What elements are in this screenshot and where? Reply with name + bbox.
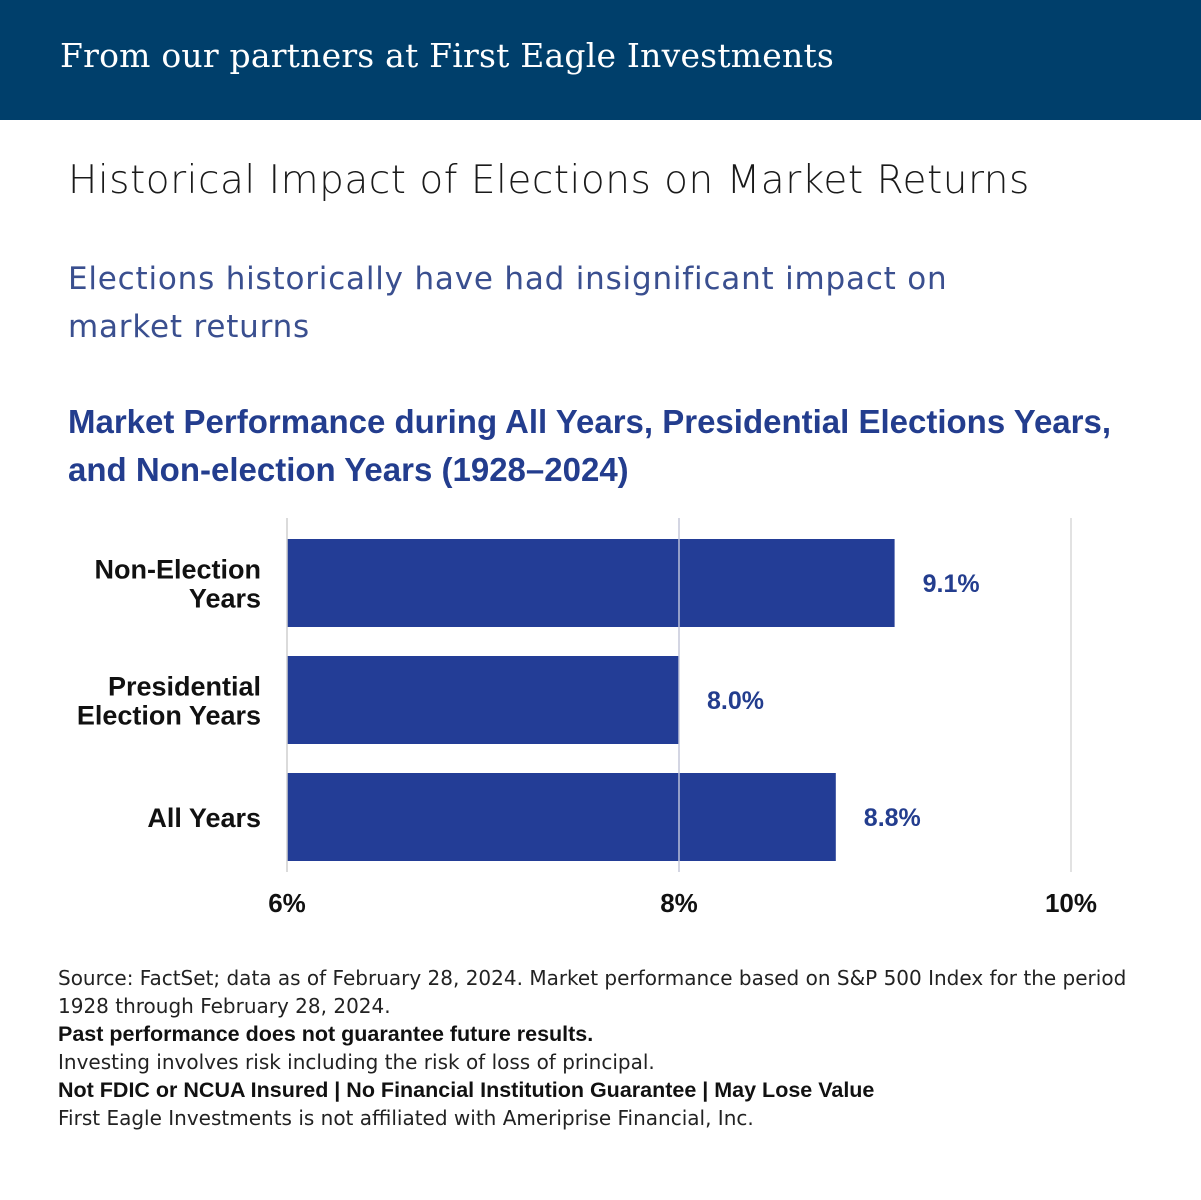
insurance-note: Not FDIC or NCUA Insured | No Financial … [58,1078,875,1102]
category-label-0-1: Years [189,584,261,614]
category-label-0-0: Non-Election [95,555,262,585]
risk-note: Investing involves risk including the ri… [58,1050,655,1074]
value-label-1: 8.0% [707,687,764,715]
x-tick-label-0: 6% [268,888,306,918]
past-performance-note: Past performance does not guarantee futu… [58,1022,594,1046]
x-tick-label-1: 8% [660,888,698,918]
source-note: Source: FactSet; data as of February 28,… [58,966,1127,1018]
bar-2 [287,773,836,861]
banner-text: From our partners at First Eagle Investm… [60,36,835,75]
bar-1 [287,656,679,744]
page-subtitle: Elections historically have had insignif… [68,261,948,345]
x-tick-label-2: 10% [1045,888,1097,918]
footer-disclosures: Source: FactSet; data as of February 28,… [58,964,1178,1132]
page-title: Historical Impact of Elections on Market… [68,158,1030,203]
bar-0 [287,539,895,627]
affiliation-note: First Eagle Investments is not affiliate… [58,1106,754,1130]
value-label-0: 9.1% [923,570,980,598]
value-label-2: 8.8% [864,804,921,832]
header-banner: From our partners at First Eagle Investm… [0,0,1201,120]
category-label-2-0: All Years [147,803,261,833]
category-label-1-0: Presidential [108,672,261,702]
category-label-1-1: Election Years [77,701,261,731]
chart-title: Market Performance during All Years, Pre… [68,403,1112,488]
